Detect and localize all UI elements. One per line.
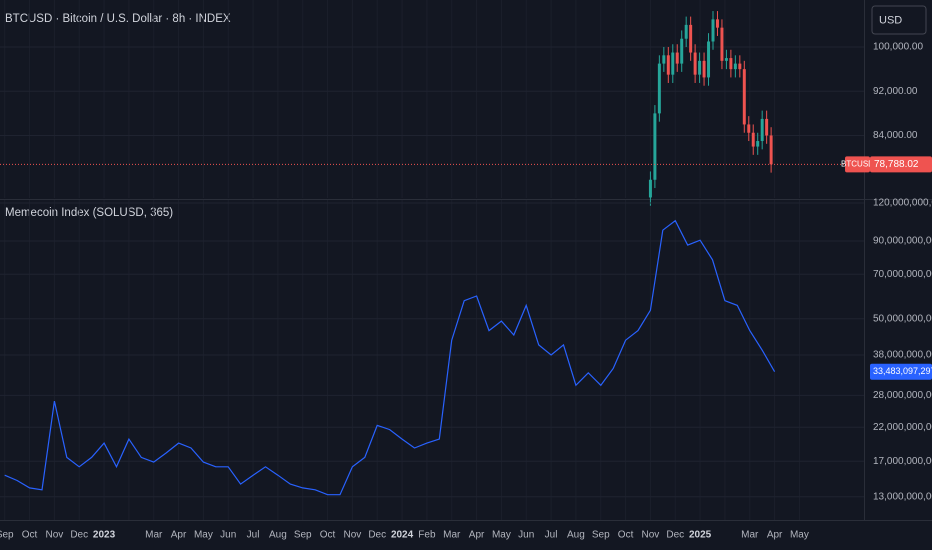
symbol-tag bbox=[845, 156, 870, 173]
time-tick-label: Aug bbox=[567, 530, 585, 541]
candle-body bbox=[729, 58, 733, 70]
candle-body bbox=[760, 118, 764, 142]
y-tick-label: 100,000.00 bbox=[873, 42, 923, 53]
time-tick-label: Jul bbox=[545, 530, 558, 541]
time-tick-label: Oct bbox=[22, 530, 38, 541]
time-tick-label: Nov bbox=[642, 530, 660, 541]
time-tick-label: 2025 bbox=[689, 530, 712, 541]
candle-body bbox=[666, 55, 670, 75]
time-tick-label: Apr bbox=[767, 530, 783, 541]
candle-body bbox=[765, 118, 769, 136]
candle-body bbox=[680, 38, 684, 64]
time-tick-label: Jun bbox=[518, 530, 534, 541]
time-tick-label: Mar bbox=[145, 530, 163, 541]
time-tick-label: Nov bbox=[45, 530, 63, 541]
currency-button[interactable] bbox=[871, 5, 927, 35]
candle-body bbox=[662, 55, 666, 64]
time-tick-label: Jun bbox=[220, 530, 236, 541]
candle-body bbox=[689, 24, 693, 53]
time-tick-label: Sep bbox=[592, 530, 610, 541]
candle-body bbox=[698, 60, 702, 75]
index-line bbox=[4, 219, 776, 496]
time-tick-label: Aug bbox=[269, 530, 287, 541]
time-tick-label: Dec bbox=[70, 530, 88, 541]
time-tick-label: Sep bbox=[294, 530, 312, 541]
chart-title: BTCUSD · Bitcoin / U.S. Dollar · 8h · IN… bbox=[5, 13, 231, 25]
time-tick-label: Oct bbox=[618, 530, 634, 541]
time-tick-label: Sep bbox=[0, 530, 14, 541]
candle-body bbox=[720, 27, 724, 61]
candle-body bbox=[711, 19, 715, 42]
candle-body bbox=[657, 63, 661, 114]
candle-body bbox=[684, 24, 688, 39]
time-tick-label: Apr bbox=[171, 530, 187, 541]
time-tick-label: 2023 bbox=[93, 530, 116, 541]
time-tick-label: May bbox=[194, 530, 213, 541]
candle-body bbox=[738, 63, 742, 70]
y-tick-label: 120,000,000,000.00 bbox=[873, 198, 932, 209]
currency-label[interactable]: USD bbox=[879, 14, 902, 26]
symbol-tag-label: BTCUSD bbox=[841, 159, 874, 168]
candle-body bbox=[733, 63, 737, 70]
candle-body bbox=[693, 52, 697, 75]
last-value-label: 33,483,097,297.23 bbox=[873, 366, 932, 376]
y-tick-label: 90,000,000,000.00 bbox=[873, 236, 932, 247]
candle-body bbox=[702, 60, 706, 78]
last-value-tag bbox=[870, 363, 932, 380]
indicator-title: Memecoin Index (SOLUSD, 365) bbox=[5, 207, 173, 219]
time-tick-label: Nov bbox=[344, 530, 362, 541]
time-tick-label: Mar bbox=[741, 530, 759, 541]
time-tick-label: May bbox=[492, 530, 511, 541]
y-tick-label: 38,000,000,000.00 bbox=[873, 350, 932, 361]
candle-body bbox=[769, 135, 773, 165]
time-tick-label: Jul bbox=[247, 530, 260, 541]
candle-body bbox=[742, 69, 746, 125]
last-price-label: 78,788.02 bbox=[874, 159, 919, 170]
candle-body bbox=[675, 52, 679, 64]
time-tick-label: Feb bbox=[418, 530, 436, 541]
candle-body bbox=[648, 179, 652, 198]
time-tick-label: Mar bbox=[443, 530, 461, 541]
time-tick-label: May bbox=[790, 530, 809, 541]
candle-body bbox=[724, 58, 728, 61]
candle-body bbox=[653, 113, 657, 180]
candle-body bbox=[671, 52, 675, 75]
candle-body bbox=[747, 124, 751, 133]
y-tick-label: 17,000,000,000.00 bbox=[873, 456, 932, 467]
y-tick-label: 70,000,000,000.00 bbox=[873, 269, 932, 280]
time-tick-label: 2024 bbox=[391, 530, 414, 541]
last-price-tag bbox=[870, 156, 932, 173]
candle-body bbox=[707, 41, 711, 78]
time-tick-label: Apr bbox=[469, 530, 485, 541]
time-tick-label: Dec bbox=[666, 530, 684, 541]
y-tick-label: 13,000,000,000.00 bbox=[873, 491, 932, 502]
y-tick-label: 84,000.00 bbox=[873, 130, 918, 141]
y-tick-label: 50,000,000,000.00 bbox=[873, 313, 932, 324]
candle-body bbox=[715, 19, 719, 28]
y-tick-label: 28,000,000,000.00 bbox=[873, 390, 932, 401]
time-tick-label: Oct bbox=[320, 530, 336, 541]
candle-body bbox=[756, 141, 760, 147]
candle-body bbox=[751, 132, 755, 147]
y-tick-label: 92,000.00 bbox=[873, 86, 918, 97]
time-tick-label: Dec bbox=[368, 530, 386, 541]
y-tick-label: 22,000,000,000.00 bbox=[873, 422, 932, 433]
